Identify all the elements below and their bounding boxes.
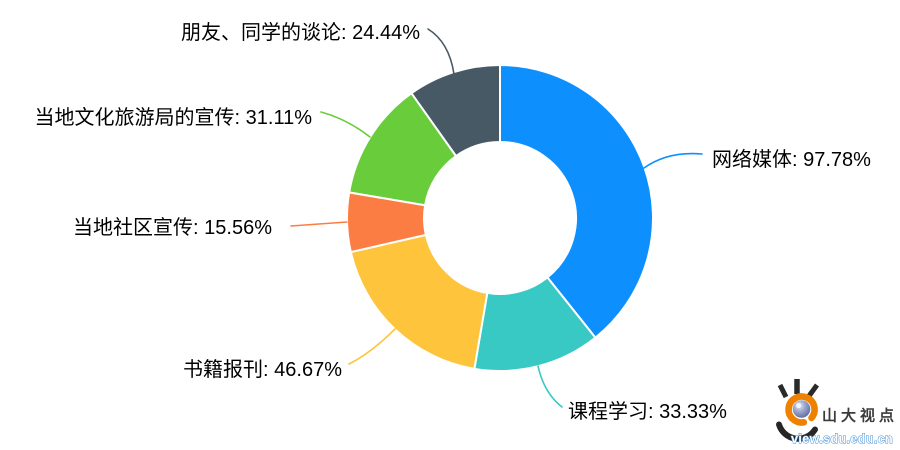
slice-label-当地文化旅游局的宣传: 当地文化旅游局的宣传: 31.11%: [34, 107, 312, 129]
leader-line-朋友、同学的谈论: [427, 28, 455, 75]
slice-label-当地社区宣传: 当地社区宣传: 15.56%: [73, 217, 272, 239]
leader-line-当地文化旅游局的宣传: [320, 111, 371, 138]
slice-label-朋友、同学的谈论: 朋友、同学的谈论: 24.44%: [181, 22, 420, 44]
eye-orange-ring-icon: [785, 393, 818, 426]
watermark-url-text: view.sdu.edu.cn: [791, 432, 893, 446]
leader-line-当地社区宣传: [290, 221, 348, 227]
eye-smile-icon: [776, 421, 818, 442]
leader-line-网络媒体: [643, 152, 703, 169]
watermark-logo: 山大视点 view.sdu.edu.cn: [775, 373, 900, 450]
eye-lashes-icon: [777, 379, 820, 399]
donut-slice-书籍报刊[interactable]: [349, 233, 489, 370]
slice-label-课程学习: 课程学习: 33.33%: [568, 401, 727, 423]
eye-pupil-highlight: [795, 402, 802, 409]
eye-pupil-icon: [792, 400, 811, 418]
leader-line-课程学习: [537, 365, 563, 408]
donut-slices: [346, 64, 654, 372]
donut-slice-网络媒体[interactable]: [499, 64, 654, 339]
slice-label-网络媒体: 网络媒体: 97.78%: [712, 149, 871, 171]
leader-line-书籍报刊: [348, 328, 396, 365]
donut-slice-朋友、同学的谈论[interactable]: [410, 64, 501, 158]
slice-label-书籍报刊: 书籍报刊: 46.67%: [183, 359, 342, 381]
sdu-view-eye-logo: 山大视点 view.sdu.edu.cn: [776, 379, 898, 447]
label-leader-lines: [290, 28, 703, 408]
watermark-brand-text: 山大视点: [822, 407, 898, 425]
